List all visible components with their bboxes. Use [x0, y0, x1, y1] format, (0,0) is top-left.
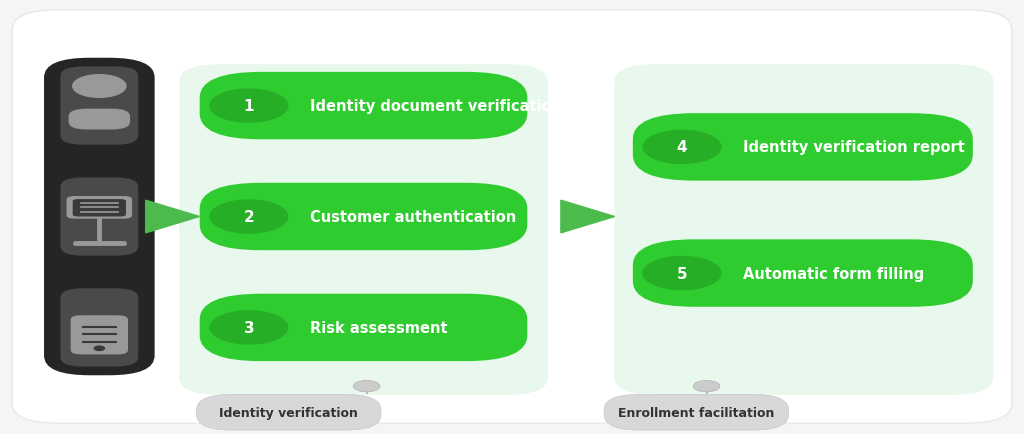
Text: Risk assessment: Risk assessment [310, 320, 447, 335]
Text: Identity document verification: Identity document verification [310, 99, 562, 114]
Circle shape [73, 76, 126, 98]
Circle shape [353, 381, 380, 392]
FancyBboxPatch shape [69, 109, 130, 130]
FancyBboxPatch shape [614, 65, 993, 395]
Text: Customer authentication: Customer authentication [310, 210, 516, 224]
FancyBboxPatch shape [179, 65, 548, 395]
Text: 4: 4 [677, 140, 687, 155]
Text: Enrollment facilitation: Enrollment facilitation [618, 406, 774, 419]
Text: 5: 5 [677, 266, 687, 281]
FancyBboxPatch shape [60, 178, 138, 256]
FancyBboxPatch shape [200, 183, 527, 251]
Circle shape [693, 381, 720, 392]
FancyBboxPatch shape [71, 316, 128, 355]
FancyBboxPatch shape [67, 197, 132, 219]
FancyBboxPatch shape [60, 289, 138, 367]
FancyBboxPatch shape [633, 240, 973, 307]
FancyBboxPatch shape [73, 200, 126, 217]
Polygon shape [145, 201, 200, 233]
FancyBboxPatch shape [200, 72, 527, 140]
Circle shape [210, 311, 288, 344]
FancyBboxPatch shape [633, 114, 973, 181]
Text: 2: 2 [244, 210, 254, 224]
Text: Identity verification report: Identity verification report [743, 140, 966, 155]
Circle shape [94, 346, 104, 351]
FancyBboxPatch shape [197, 395, 381, 430]
FancyBboxPatch shape [604, 395, 788, 430]
Circle shape [210, 90, 288, 123]
Circle shape [643, 131, 721, 164]
FancyBboxPatch shape [12, 11, 1012, 423]
Text: 3: 3 [244, 320, 254, 335]
FancyBboxPatch shape [200, 294, 527, 361]
Text: 1: 1 [244, 99, 254, 114]
Text: Automatic form filling: Automatic form filling [743, 266, 925, 281]
Circle shape [643, 257, 721, 290]
Text: Identity verification: Identity verification [219, 406, 358, 419]
FancyBboxPatch shape [44, 59, 155, 375]
Circle shape [210, 201, 288, 233]
FancyBboxPatch shape [60, 67, 138, 145]
Polygon shape [561, 201, 614, 233]
